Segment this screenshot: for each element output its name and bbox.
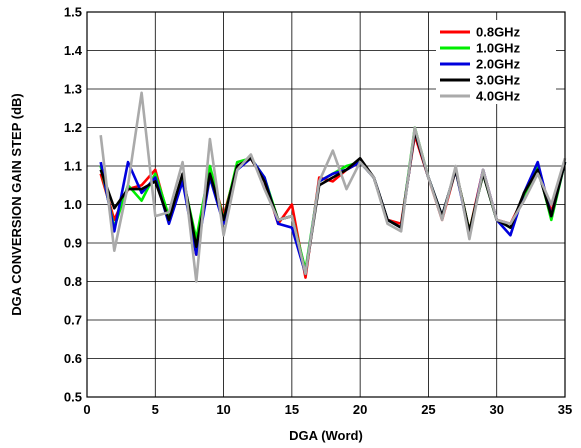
x-axis-label: DGA (Word) (289, 428, 363, 443)
y-tick-label: 0.6 (64, 351, 82, 366)
y-tick-label: 1.4 (64, 43, 83, 58)
x-tick-label: 20 (353, 402, 367, 417)
x-tick-label: 30 (489, 402, 503, 417)
legend-label: 0.8GHz (476, 25, 521, 40)
legend-label: 1.0GHz (476, 41, 521, 56)
plot-frame (86, 11, 566, 398)
legend-label: 4.0GHz (476, 89, 521, 104)
y-tick-label: 1.2 (64, 120, 82, 135)
y-tick-label: 1.3 (64, 82, 82, 97)
x-tick-label: 10 (216, 402, 230, 417)
legend-label: 2.0GHz (476, 57, 521, 72)
tick-labels: 0.5 0.6 0.7 0.8 0.9 1.0 1.1 1.2 1.3 1.4 1.5 0 5 10 15 2… (64, 5, 572, 418)
y-tick-label: 0.5 (64, 390, 82, 405)
y-axis-label: DGA CONVERSION GAIN STEP (dB) (9, 93, 24, 315)
series-lines (99, 91, 567, 283)
y-tick-label: 1.1 (64, 159, 82, 174)
y-tick-label: 0.8 (64, 274, 82, 289)
x-tick-label: 0 (83, 402, 90, 417)
x-tick-label: 25 (421, 402, 435, 417)
y-tick-label: 0.9 (64, 236, 82, 251)
x-tick-label: 35 (558, 402, 572, 417)
y-tick-label: 1.5 (64, 5, 82, 20)
x-tick-label: 15 (285, 402, 299, 417)
legend-label: 3.0GHz (476, 73, 521, 88)
series-line-4-0ghz (99, 91, 567, 283)
series-line-1-0ghz (99, 126, 567, 272)
x-tick-label: 5 (152, 402, 159, 417)
y-tick-label: 0.7 (64, 313, 82, 328)
legend-box (436, 20, 556, 104)
y-tick-label: 1.0 (64, 197, 82, 212)
